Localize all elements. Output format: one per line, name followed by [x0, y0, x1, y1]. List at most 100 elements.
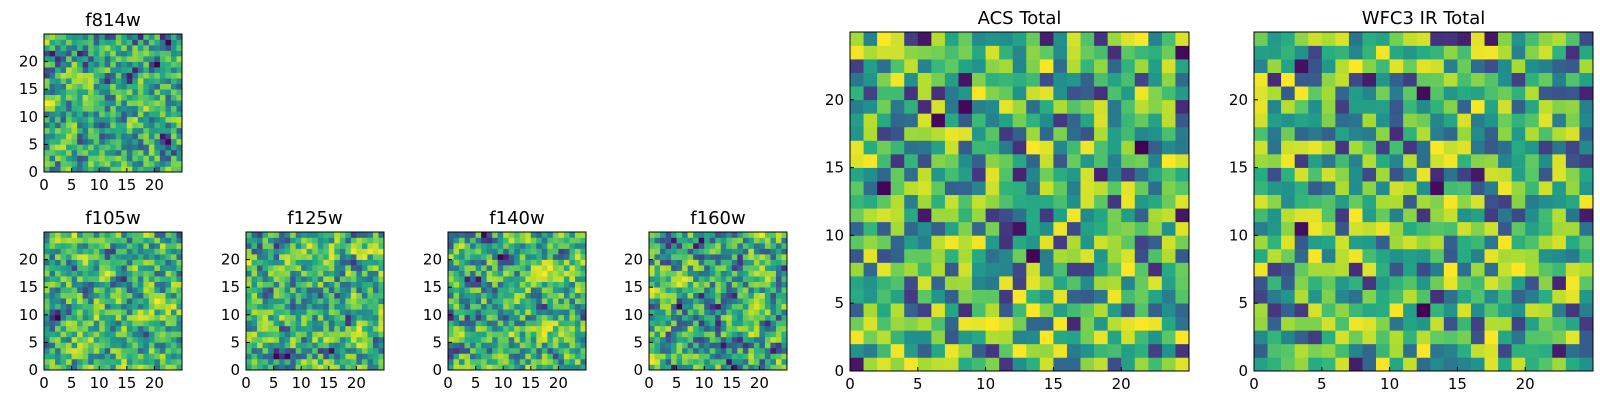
heatmap-cell: [251, 320, 258, 327]
heatmap-cell: [1552, 194, 1567, 209]
heatmap-cell: [1080, 126, 1095, 141]
heatmap-cell: [137, 50, 144, 57]
heatmap-cell: [1525, 181, 1540, 196]
heatmap-cell: [781, 309, 788, 316]
heatmap-cell: [82, 127, 89, 134]
heatmap-cell: [1416, 32, 1431, 46]
heatmap-cell: [110, 270, 117, 277]
heatmap-cell: [55, 248, 61, 255]
heatmap-cell: [1403, 194, 1418, 209]
heatmap-cell: [999, 357, 1014, 372]
heatmap-cell: [1538, 181, 1553, 196]
heatmap-cell: [1281, 262, 1295, 277]
heatmap-cell: [110, 111, 117, 118]
heatmap-cell: [1294, 330, 1309, 345]
heatmap-cell: [558, 331, 565, 338]
heatmap-cell: [132, 364, 139, 371]
heatmap-cell: [781, 342, 788, 349]
heatmap-cell: [541, 314, 548, 321]
y-tick-label: 5: [432, 333, 442, 351]
heatmap-cell: [580, 237, 587, 244]
heatmap-cell: [999, 194, 1014, 209]
heatmap-cell: [44, 160, 50, 167]
heatmap-cell: [132, 320, 139, 327]
heatmap-cell: [1066, 181, 1081, 196]
heatmap-cell: [665, 320, 672, 327]
heatmap-cell: [372, 259, 379, 266]
heatmap-cell: [464, 292, 471, 299]
heatmap-cell: [176, 358, 183, 365]
heatmap-cell: [1308, 154, 1323, 168]
heatmap-cell: [251, 287, 258, 294]
heatmap-cell: [671, 259, 677, 266]
heatmap-cell: [82, 232, 89, 238]
heatmap-cell: [339, 276, 346, 282]
heatmap-cell: [1416, 167, 1431, 182]
heatmap-cell: [1294, 357, 1309, 372]
heatmap-cell: [104, 309, 111, 316]
heatmap-cell: [88, 78, 94, 84]
heatmap-cell: [475, 259, 482, 266]
heatmap-cell: [665, 243, 672, 249]
heatmap-cell: [77, 116, 83, 123]
heatmap-cell: [972, 72, 986, 87]
heatmap-cell: [66, 303, 72, 310]
heatmap-cell: [1121, 167, 1136, 182]
heatmap-cell: [1525, 289, 1540, 304]
heatmap-cell: [356, 243, 363, 249]
heatmap-cell: [115, 166, 122, 173]
heatmap-cell: [1107, 154, 1122, 168]
heatmap-cell: [279, 270, 285, 277]
heatmap-cell: [165, 364, 172, 371]
heatmap-cell: [143, 45, 150, 51]
heatmap-cell: [1080, 99, 1095, 114]
heatmap-cell: [55, 111, 61, 118]
heatmap-cell: [748, 336, 755, 343]
heatmap-cell: [781, 243, 788, 249]
heatmap-cell: [77, 336, 83, 343]
heatmap-cell: [726, 314, 733, 321]
heatmap-cell: [958, 32, 973, 46]
heatmap-cell: [44, 364, 50, 371]
heatmap-cell: [737, 281, 744, 288]
heatmap-cell: [1470, 330, 1485, 345]
heatmap-cell: [999, 262, 1014, 277]
heatmap-cell: [143, 133, 150, 140]
heatmap-cell: [649, 336, 655, 343]
heatmap-cell: [339, 248, 346, 255]
heatmap-cell: [1053, 181, 1068, 196]
heatmap-cell: [574, 358, 581, 365]
heatmap-cell: [1134, 154, 1149, 168]
heatmap-cell: [917, 316, 932, 331]
heatmap-cell: [448, 336, 454, 343]
heatmap-cell: [49, 364, 56, 371]
heatmap-cell: [726, 347, 733, 354]
heatmap-cell: [66, 78, 72, 84]
heatmap-cell: [470, 292, 476, 299]
heatmap-cell: [143, 281, 150, 288]
heatmap-cell: [558, 298, 565, 305]
heatmap-cell: [284, 281, 291, 288]
heatmap-cell: [1470, 154, 1485, 168]
heatmap-cell: [682, 237, 688, 244]
heatmap-cell: [356, 292, 363, 299]
heatmap-cell: [1348, 262, 1363, 277]
heatmap-cell: [1416, 357, 1431, 372]
heatmap-cell: [514, 287, 521, 294]
heatmap-cell: [115, 320, 122, 327]
heatmap-cell: [60, 281, 67, 288]
heatmap-cell: [1403, 357, 1418, 372]
heatmap-cell: [709, 281, 716, 288]
heatmap-cell: [328, 314, 335, 321]
heatmap-cell: [503, 342, 510, 349]
heatmap-cell: [1094, 289, 1108, 304]
heatmap-cell: [71, 265, 78, 271]
heatmap-cell: [110, 56, 117, 62]
heatmap-cell: [170, 83, 177, 90]
heatmap-cell: [985, 126, 1000, 141]
heatmap-cell: [1321, 86, 1336, 101]
heatmap-cell: [121, 281, 128, 288]
heatmap-cell: [246, 270, 252, 277]
heatmap-cell: [1552, 181, 1567, 196]
heatmap-cell: [126, 292, 133, 299]
